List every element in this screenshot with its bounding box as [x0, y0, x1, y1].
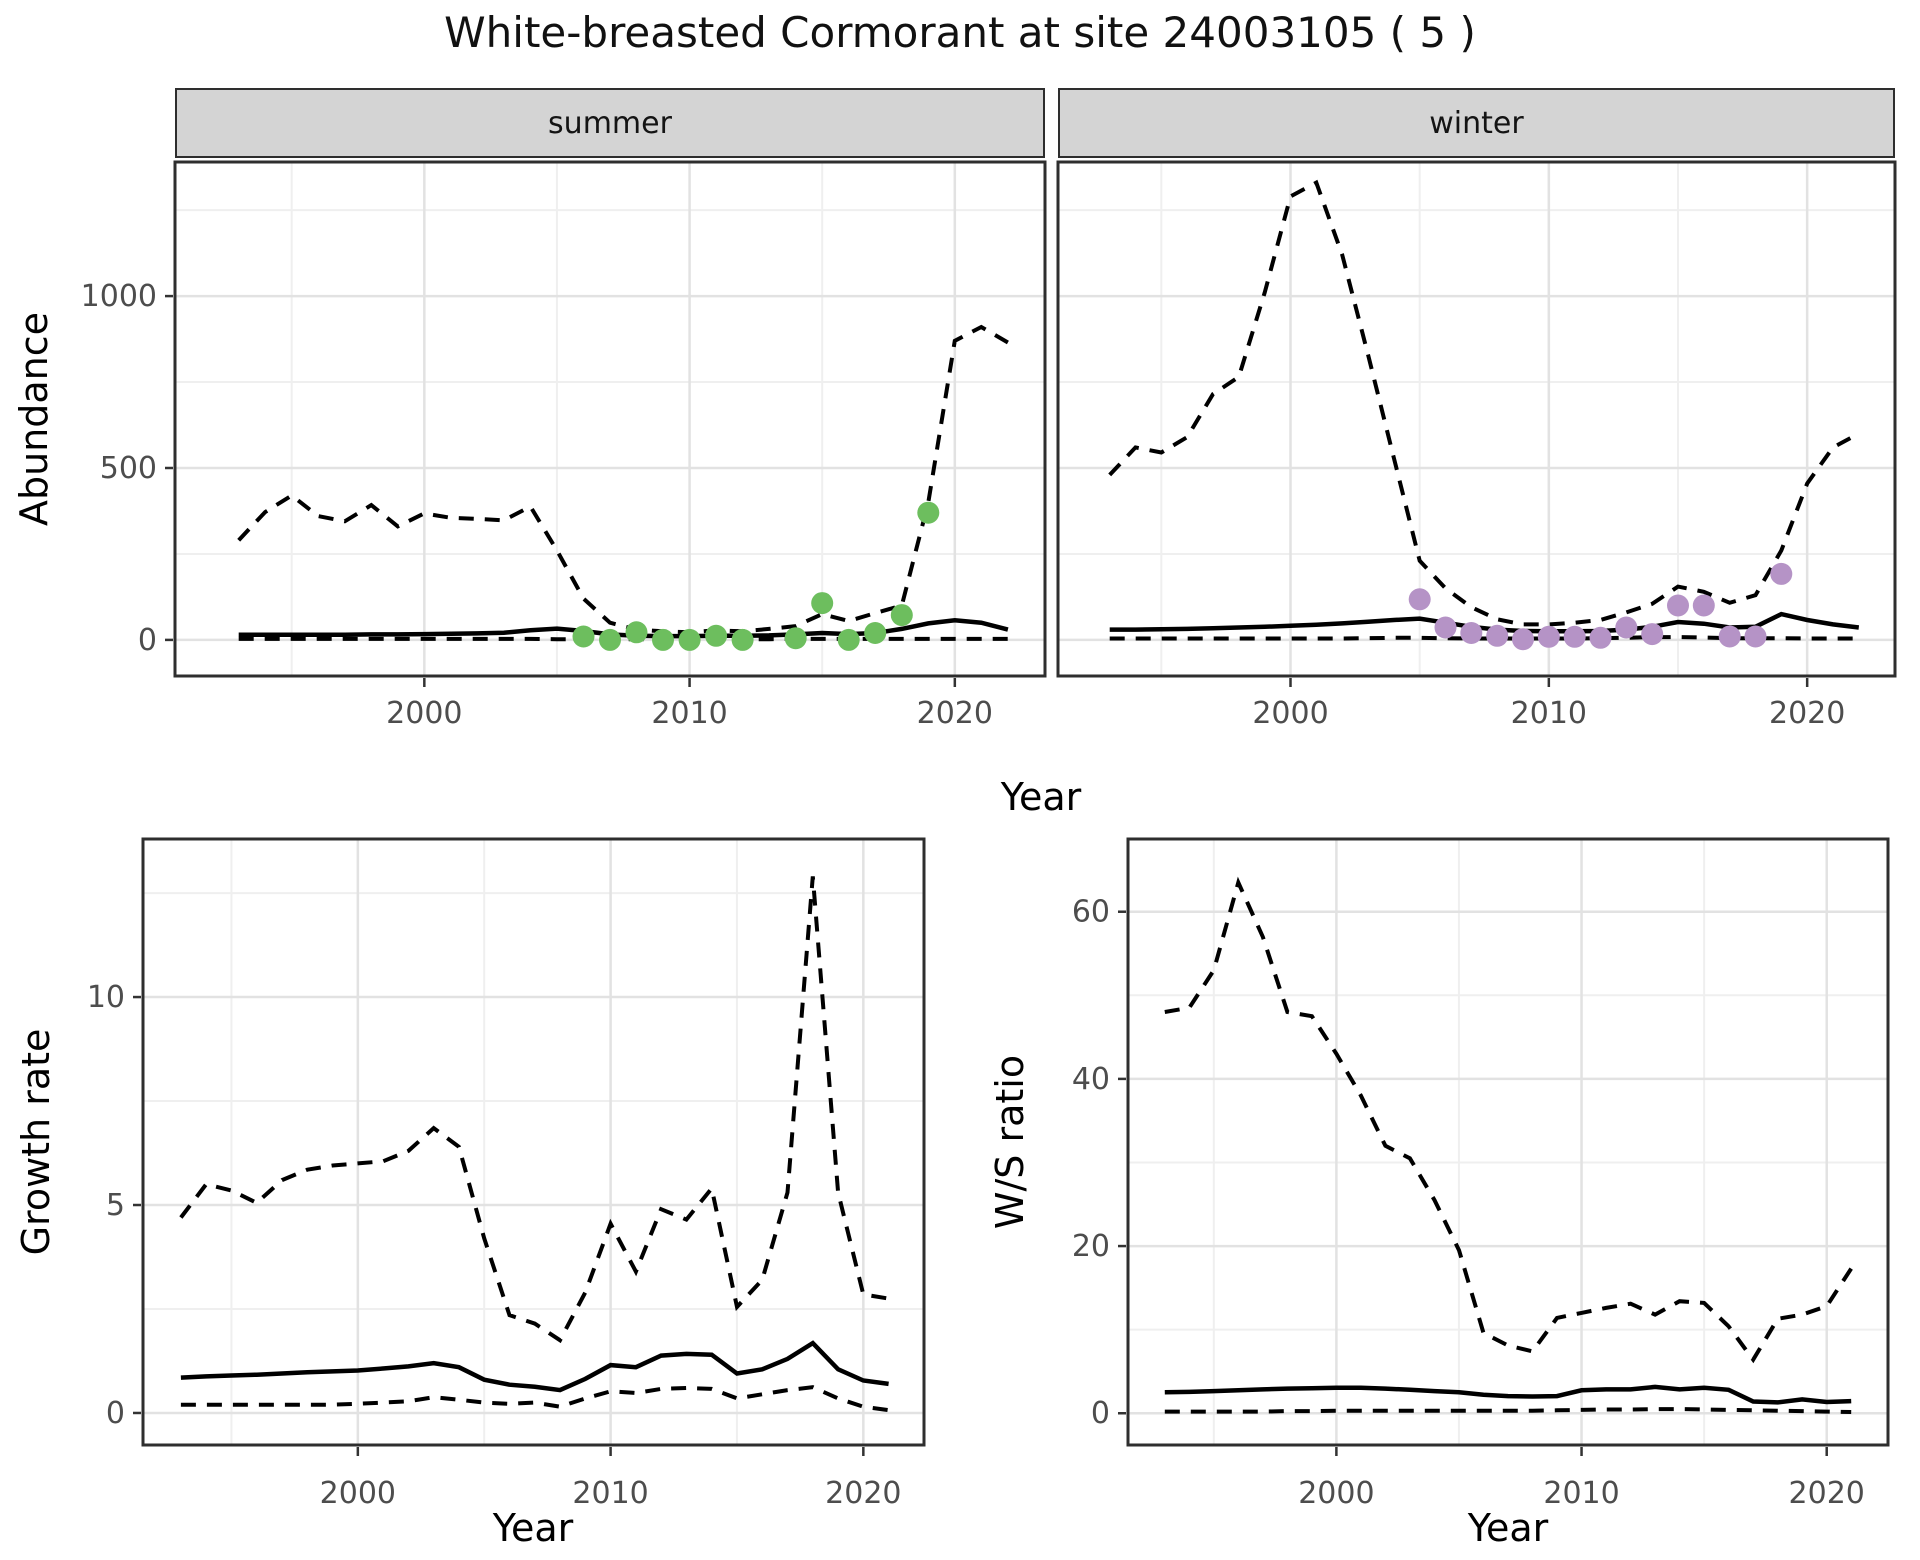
- panel-border-abundance_winter: [1056, 160, 1897, 678]
- data-point: [1718, 625, 1741, 648]
- data-point: [837, 628, 860, 651]
- x-axis-title-year-bottom-left: Year: [492, 1506, 574, 1550]
- data-point: [652, 628, 674, 651]
- axes-growth_rate: 2000 2010 2020 0 5 10: [87, 980, 902, 1511]
- data-point: [811, 592, 834, 615]
- line-growth_rate-lower_95ci: [180, 1385, 889, 1413]
- data-point: [864, 622, 887, 644]
- y-axis-title-abundance: Abundance: [12, 311, 56, 527]
- line-growth_rate-estimate: [180, 1340, 889, 1393]
- panel-growth_rate: 2000 2010 2020 0 5 10: [87, 837, 926, 1511]
- gridlines-abundance_winter: [1058, 162, 1895, 676]
- data-point: [1434, 616, 1457, 639]
- x-tick-label: 2010: [572, 1476, 648, 1511]
- x-axis-title-year-bottom-right: Year: [1467, 1506, 1549, 1550]
- y-tick-label: 60: [1072, 895, 1110, 930]
- y-tick-label: 0: [1091, 1396, 1110, 1431]
- data-point: [599, 628, 621, 651]
- x-tick-label: 2000: [1252, 696, 1328, 731]
- line-ws_ratio-estimate: [1164, 1384, 1852, 1405]
- data-point: [1408, 588, 1431, 611]
- data-point: [1770, 562, 1793, 585]
- line-abundance_winter-upper_95ci: [1108, 179, 1860, 627]
- data-point: [890, 604, 913, 627]
- line-growth_rate-upper_95ci: [179, 876, 889, 1344]
- panel-abundance_winter: 2000 2010 2020: [1056, 160, 1897, 731]
- y-tick-label: 1000: [81, 279, 157, 314]
- series-ws_ratio: [1164, 876, 1853, 1414]
- y-tick-label: 5: [106, 1188, 125, 1223]
- x-axis-title-year-top: Year: [1000, 775, 1082, 819]
- facet-strip-summer-label: summer: [548, 105, 672, 141]
- data-point: [1512, 628, 1534, 651]
- panel-border-ws_ratio: [1126, 837, 1890, 1447]
- data-point: [731, 628, 754, 651]
- series-growth_rate: [179, 876, 889, 1413]
- chart-title: White-breasted Cormorant at site 2400310…: [444, 8, 1476, 57]
- line-abundance_summer-upper_95ci: [237, 324, 1009, 635]
- panel-bg-abundance_summer: [175, 162, 1045, 676]
- points-observed_counts_summer: [572, 501, 940, 651]
- line-ws_ratio-upper_95ci: [1164, 876, 1853, 1364]
- panel-ws_ratio: 2000 2010 2020 0 20 40 60: [1072, 837, 1890, 1511]
- x-tick-label: 2000: [320, 1476, 396, 1511]
- data-point: [705, 624, 728, 647]
- y-tick-label: 10: [87, 980, 125, 1015]
- y-tick-label: 20: [1072, 1229, 1110, 1264]
- x-tick-label: 2010: [651, 696, 727, 731]
- data-point: [1744, 625, 1767, 648]
- data-point: [1460, 622, 1483, 644]
- x-tick-label: 2010: [1543, 1476, 1619, 1511]
- points-observed_counts_winter: [1408, 562, 1793, 651]
- x-tick-label: 2020: [1789, 1476, 1865, 1511]
- x-tick-label: 2020: [917, 696, 993, 731]
- data-point: [1486, 624, 1509, 647]
- panel-border-abundance_summer: [173, 160, 1047, 678]
- x-tick-label: 2000: [1298, 1476, 1374, 1511]
- data-point: [1692, 594, 1715, 617]
- y-tick-label: 40: [1072, 1062, 1110, 1097]
- axes-ws_ratio: 2000 2010 2020 0 20 40 60: [1072, 895, 1865, 1511]
- x-tick-label: 2020: [1769, 696, 1845, 731]
- y-axis-title-ws-ratio: W/S ratio: [988, 1054, 1032, 1230]
- axes-abundance_summer: 2000 2010 2020 0 500 1000: [81, 279, 993, 731]
- data-point: [572, 625, 595, 648]
- panel-abundance_summer: 2000 2010 2020 0 500 1000: [81, 160, 1047, 731]
- x-tick-label: 2000: [386, 696, 462, 731]
- y-tick-label: 500: [100, 451, 157, 486]
- data-point: [1667, 594, 1689, 617]
- data-point: [1563, 625, 1586, 648]
- panel-bg-abundance_winter: [1058, 162, 1895, 676]
- y-tick-label: 0: [106, 1396, 125, 1431]
- data-point: [1641, 623, 1664, 646]
- y-axis-title-growth-rate: Growth rate: [14, 1028, 58, 1256]
- data-point: [784, 627, 807, 650]
- data-point: [625, 621, 648, 644]
- data-point: [1589, 626, 1612, 649]
- facet-strip-summer: summer: [175, 88, 1045, 158]
- panel-bg-growth_rate: [143, 839, 924, 1445]
- data-point: [917, 501, 940, 524]
- y-tick-label: 0: [138, 623, 157, 658]
- data-point: [1615, 616, 1638, 639]
- axes-abundance_winter: 2000 2010 2020: [1252, 678, 1845, 731]
- panel-border-growth_rate: [141, 837, 926, 1447]
- x-tick-label: 2010: [1511, 696, 1587, 731]
- gridlines-abundance_summer: [175, 162, 1045, 676]
- data-point: [1537, 625, 1560, 648]
- panel-bg-ws_ratio: [1128, 839, 1888, 1445]
- data-point: [678, 628, 701, 651]
- x-tick-label: 2020: [825, 1476, 901, 1511]
- line-ws_ratio-lower_95ci: [1164, 1407, 1852, 1414]
- gridlines-growth_rate: [143, 839, 924, 1445]
- facet-strip-winter-label: winter: [1429, 105, 1524, 141]
- facet-strip-winter: winter: [1058, 88, 1895, 158]
